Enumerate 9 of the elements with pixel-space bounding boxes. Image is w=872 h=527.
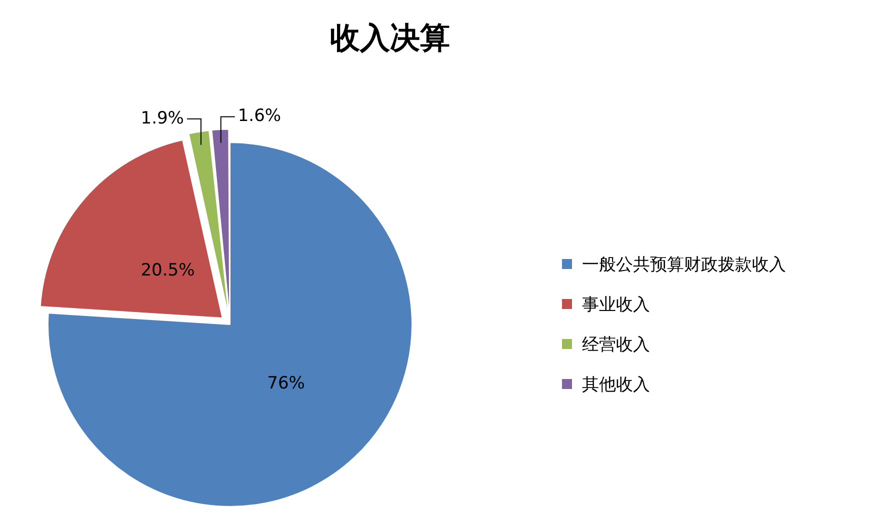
legend-label: 一般公共预算财政拨款收入 [582,254,786,276]
data-label: 1.9% [140,108,184,128]
legend-label: 事业收入 [582,294,650,316]
data-label: 76% [267,374,305,394]
chart-title: 收入决算 [329,20,451,58]
data-label: 1.6% [238,106,282,126]
data-label: 20.5% [140,260,195,281]
legend-label: 经营收入 [582,334,650,356]
legend-label: 其他收入 [582,374,650,396]
